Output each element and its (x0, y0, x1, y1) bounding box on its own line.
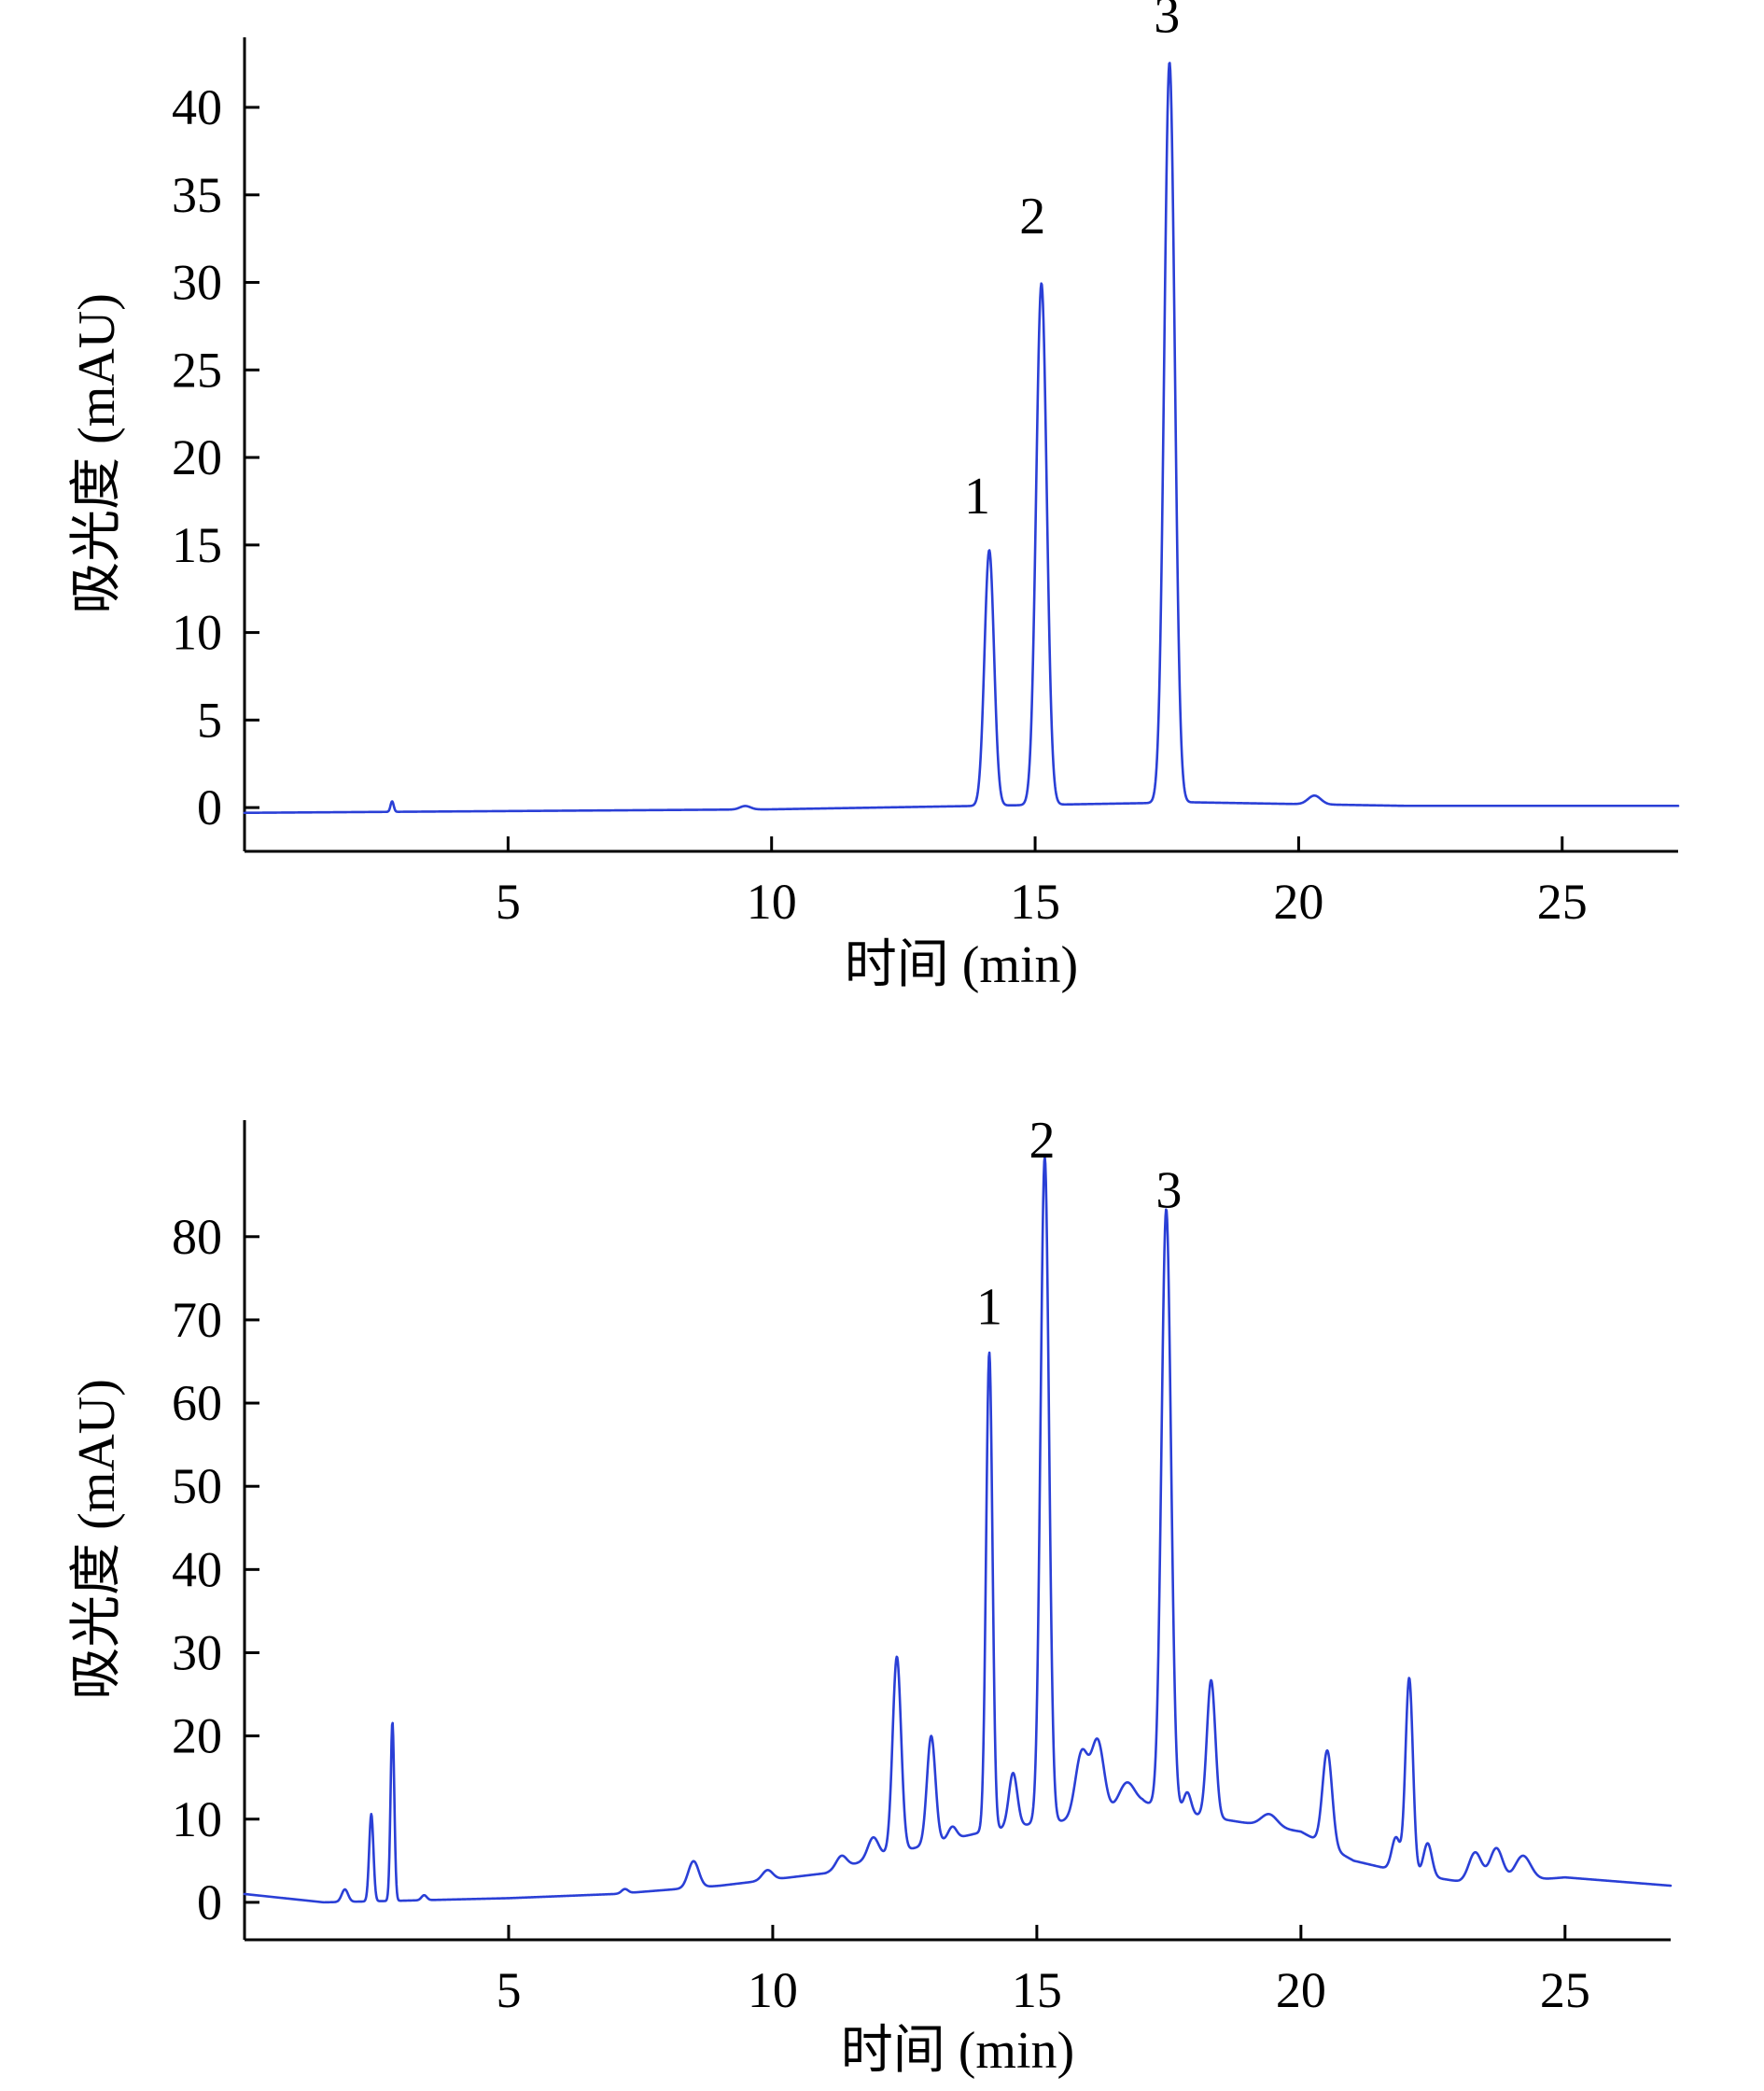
x-tick-label: 20 (1276, 1962, 1326, 2018)
y-tick-label: 35 (172, 167, 222, 223)
y-tick-label: 25 (172, 342, 222, 398)
peak-label: 1 (964, 468, 990, 526)
y-tick-label: 40 (172, 1541, 222, 1597)
peak-label: 2 (1019, 188, 1045, 246)
y-tick-label: 70 (172, 1292, 222, 1348)
y-tick-label: 15 (172, 517, 222, 573)
y-tick-label: 60 (172, 1375, 222, 1431)
y-tick-label: 10 (172, 1791, 222, 1847)
chromatogram-trace (243, 62, 1680, 815)
x-tick-label: 25 (1537, 874, 1588, 930)
x-tick-label: 20 (1273, 874, 1323, 930)
chromatogram-bottom: 0 10 20 30 40 50 60 70 80 5 10 15 20 25 时间 (min) 吸光度 (m… (68, 1112, 1673, 2080)
x-tick-label: 25 (1540, 1962, 1590, 2018)
chromatogram-top: 0 5 10 15 20 25 30 35 40 5 10 15 20 25 时间 (min) 吸光度 (mA… (68, 0, 1680, 994)
y-tick-label: 80 (172, 1209, 222, 1265)
peak-label: 2 (1029, 1112, 1056, 1170)
y-tick-label: 10 (172, 605, 222, 661)
y-tick-label: 0 (197, 779, 222, 835)
y-tick-label: 40 (172, 79, 222, 135)
y-axis-title: 吸光度 (mAU) (68, 293, 126, 614)
y-tick-label: 30 (172, 1624, 222, 1680)
x-tick-label: 10 (747, 874, 797, 930)
y-tick-label: 50 (172, 1458, 222, 1514)
y-tick-label: 20 (172, 429, 222, 485)
peak-label: 1 (976, 1278, 1002, 1336)
x-tick-label: 5 (496, 874, 521, 930)
y-axis-title: 吸光度 (mAU) (68, 1379, 126, 1700)
peak-label: 3 (1155, 1162, 1182, 1220)
peak-label: 3 (1154, 0, 1180, 44)
x-axis-title: 时间 (min) (841, 2022, 1074, 2080)
x-tick-label: 15 (1010, 874, 1060, 930)
x-tick-label: 15 (1012, 1962, 1062, 2018)
y-tick-label: 20 (172, 1708, 222, 1764)
y-tick-label: 5 (197, 692, 222, 748)
x-tick-label: 5 (496, 1962, 521, 2018)
y-tick-label: 0 (197, 1874, 222, 1930)
y-tick-label: 30 (172, 255, 222, 311)
x-tick-label: 10 (748, 1962, 798, 2018)
chromatogram-trace (243, 1156, 1673, 1904)
x-axis-title: 时间 (min) (845, 936, 1078, 994)
